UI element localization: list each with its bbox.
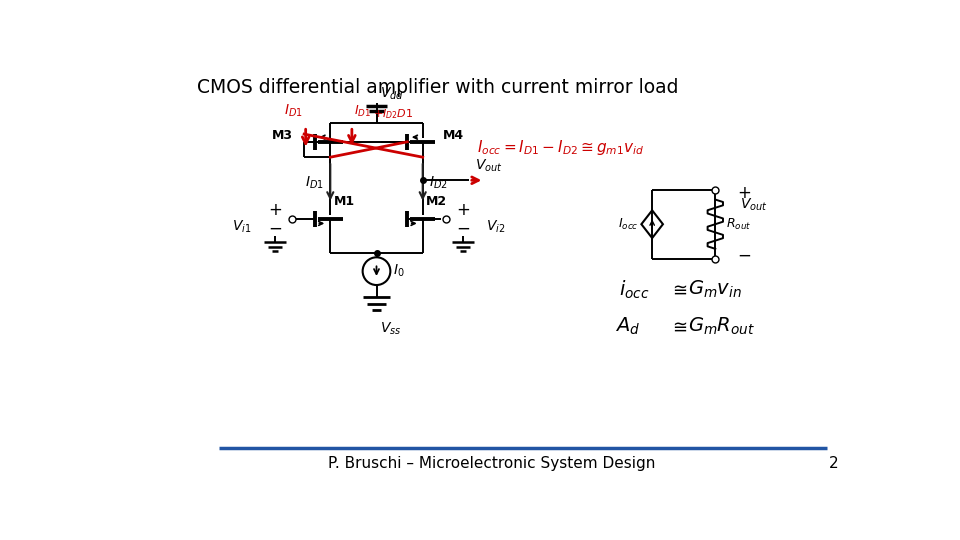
Text: $V_{i2}$: $V_{i2}$ (486, 218, 505, 235)
Text: $G_m v_{in}$: $G_m v_{in}$ (688, 279, 742, 300)
Text: $I_{D1}$: $I_{D1}$ (354, 104, 372, 119)
Text: +: + (737, 184, 751, 202)
Text: $I_{D1}$: $I_{D1}$ (305, 174, 324, 191)
Text: $V_{out}$: $V_{out}$ (475, 158, 503, 174)
Text: +: + (456, 200, 469, 219)
Text: $A_d$: $A_d$ (615, 316, 640, 338)
Text: M3: M3 (273, 129, 294, 142)
Text: $G_m R_{out}$: $G_m R_{out}$ (688, 316, 756, 338)
Text: $I_{occ}=I_{D1}-I_{D2}\cong g_{m1}v_{id}$: $I_{occ}=I_{D1}-I_{D2}\cong g_{m1}v_{id}… (476, 138, 644, 157)
Text: +: + (268, 200, 282, 219)
Text: $i_{occ}$: $i_{occ}$ (619, 279, 650, 301)
Text: $V_{out}$: $V_{out}$ (740, 197, 768, 213)
Text: 2: 2 (828, 456, 838, 471)
Text: $\cong$: $\cong$ (669, 318, 687, 335)
Text: $I_{D1}$: $I_{D1}$ (284, 103, 302, 119)
Text: $I_{occ}$: $I_{occ}$ (618, 217, 638, 232)
Text: $V_{i1}$: $V_{i1}$ (232, 218, 252, 235)
Text: $R_{out}$: $R_{out}$ (726, 217, 752, 232)
Text: $-$: $-$ (268, 219, 282, 237)
Text: $I_{D2}$: $I_{D2}$ (429, 174, 447, 191)
Text: CMOS differential amplifier with current mirror load: CMOS differential amplifier with current… (198, 78, 679, 97)
Text: P. Bruschi – Microelectronic System Design: P. Bruschi – Microelectronic System Desi… (328, 456, 656, 471)
Text: M4: M4 (443, 129, 464, 142)
Text: $\cong$: $\cong$ (669, 281, 687, 299)
Text: $I_0$: $I_0$ (394, 263, 405, 279)
Text: $V_{dd}$: $V_{dd}$ (380, 85, 404, 102)
Text: $V_{ss}$: $V_{ss}$ (380, 320, 402, 337)
Text: M1: M1 (333, 195, 354, 208)
Text: $-$: $-$ (737, 246, 751, 264)
Text: $+I_{D2}D1$: $+I_{D2}D1$ (373, 107, 414, 121)
Text: M2: M2 (426, 195, 447, 208)
Text: $-$: $-$ (456, 219, 469, 237)
